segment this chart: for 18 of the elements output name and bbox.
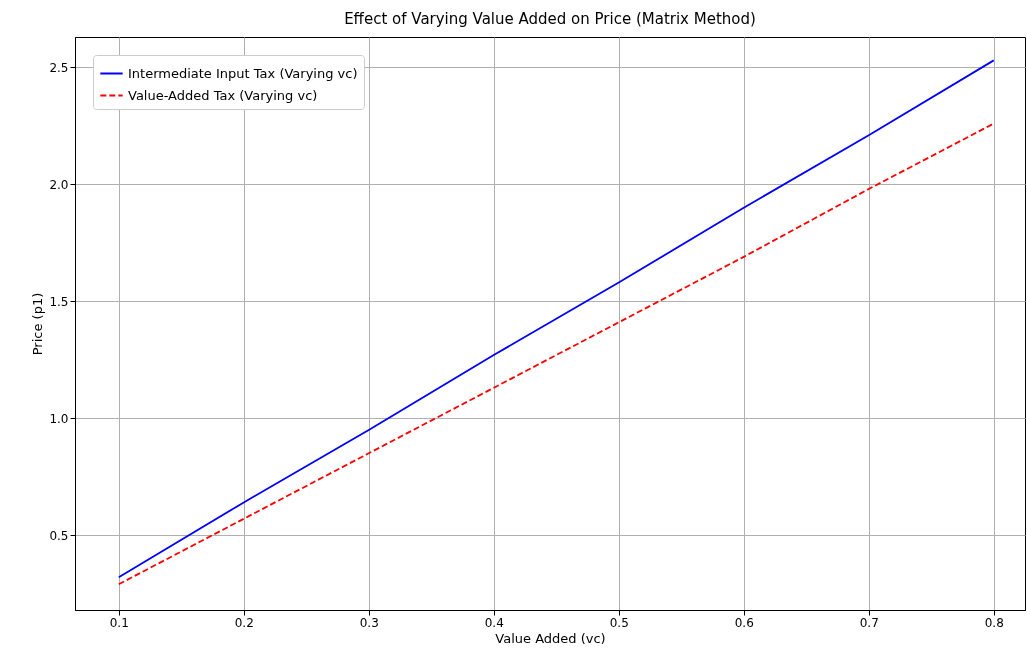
x-tick-label: 0.1 — [109, 615, 129, 630]
x-axis-title: Value Added (vc) — [495, 630, 606, 646]
x-tick-label: 0.8 — [984, 615, 1004, 630]
legend-label: Value-Added Tax (Varying vc) — [128, 87, 318, 103]
y-axis-title: Price (p1) — [30, 292, 46, 356]
y-tick-label: 0.5 — [49, 528, 69, 543]
x-tick-label: 0.7 — [859, 615, 879, 630]
x-tick-label: 0.5 — [609, 615, 629, 630]
x-tick-label: 0.6 — [734, 615, 754, 630]
y-tick-label: 2.5 — [49, 60, 69, 75]
x-tick-label: 0.3 — [359, 615, 379, 630]
legend-label: Intermediate Input Tax (Varying vc) — [128, 65, 358, 81]
chart-title: Effect of Varying Value Added on Price (Matrix Method) — [344, 10, 756, 28]
y-tick-label: 1.0 — [49, 411, 69, 426]
y-tick-label: 2.0 — [49, 177, 69, 192]
y-tick-label: 1.5 — [49, 294, 69, 309]
x-tick-label: 0.2 — [234, 615, 254, 630]
x-tick-label: 0.4 — [484, 615, 504, 630]
